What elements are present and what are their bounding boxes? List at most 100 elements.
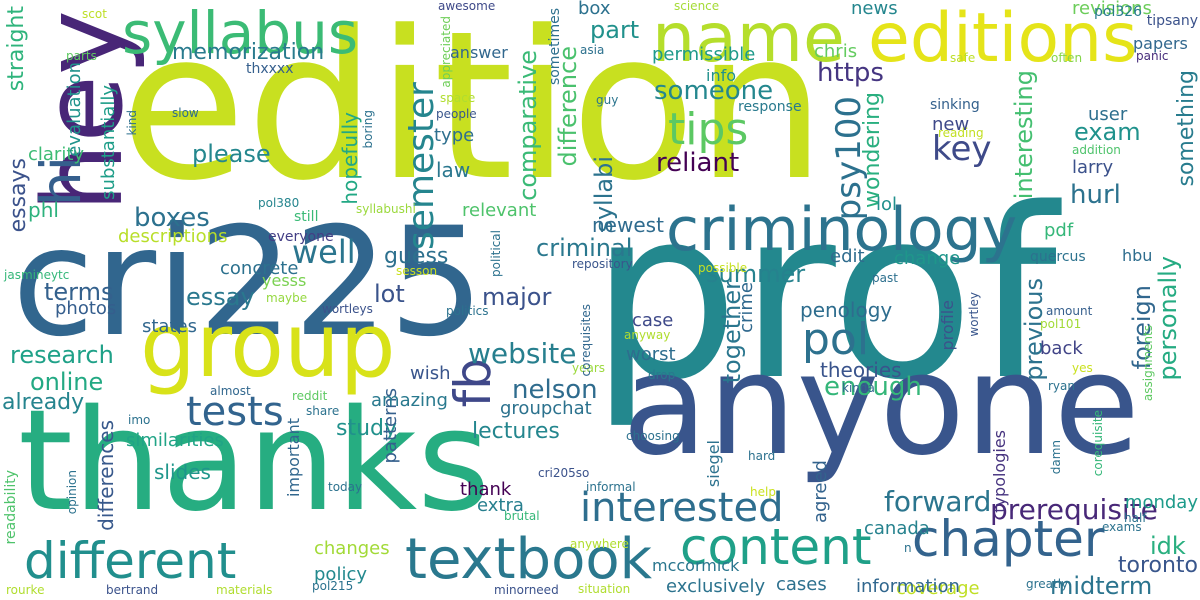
word-amount: amount [1046, 304, 1093, 318]
word-nelson: nelson [512, 375, 598, 405]
word-yesss: yesss [262, 271, 307, 290]
word-past: past [872, 271, 898, 285]
word-enough: enough [824, 372, 922, 402]
word-textbook: textbook [405, 527, 653, 592]
word-exam: exam [1074, 118, 1141, 146]
word-descriptions: descriptions [118, 226, 228, 247]
word-research: research [10, 341, 114, 369]
word-asia: asia [580, 43, 605, 57]
word-wish: wish [410, 363, 451, 384]
word-changes: changes [314, 538, 390, 559]
word-criminology: criminology [666, 195, 1018, 265]
word-almost: almost [210, 384, 251, 398]
word-materials: materials [216, 583, 273, 597]
word-lot: lot [374, 280, 405, 308]
word-hard: hard [748, 449, 776, 463]
word-part: part [590, 16, 640, 44]
word-sometimes: sometimes [547, 8, 563, 86]
word-new: new [932, 114, 970, 135]
word-interesting: interesting [1010, 70, 1038, 200]
word-substantially: substantially [98, 85, 119, 200]
word-edition: edition [120, 0, 826, 226]
word-crime: crime [736, 282, 757, 333]
word-states: states [142, 316, 197, 337]
word-response: response [738, 99, 802, 115]
word-appreciated: appreciated [439, 16, 453, 88]
word-reliant: reliant [656, 148, 740, 178]
word-policy: policy [314, 564, 367, 585]
word-larry: larry [1072, 157, 1114, 178]
word-thanks: thanks [18, 380, 491, 543]
word-case: case [632, 310, 674, 331]
word-maybe: maybe [266, 291, 308, 305]
word-please: please [192, 140, 271, 168]
word-box: box [578, 0, 611, 19]
word-lectures: lectures [472, 419, 560, 444]
word-info: info [706, 66, 737, 85]
word-often: often [1051, 51, 1083, 65]
word-essay: essay [186, 283, 255, 311]
word-slides: slides [154, 460, 211, 484]
word-guy: guy [596, 93, 619, 107]
word-website: website [468, 337, 577, 370]
word-major: major [482, 283, 552, 311]
word-boxes: boxes [134, 203, 210, 233]
word-edit: edit [830, 246, 865, 267]
word-brutal: brutal [504, 509, 540, 523]
word-phl: phl [28, 198, 59, 222]
word-monday: monday [1124, 492, 1198, 513]
word-important: important [284, 418, 303, 498]
word-summer: summer [706, 260, 806, 288]
word-study: study [336, 416, 398, 441]
word-essays: essays [6, 158, 31, 233]
word-extra: extra [477, 495, 524, 516]
word-scot: scot [82, 7, 107, 21]
word-corequisites: corequisites [579, 304, 593, 377]
word-exams: exams [1102, 520, 1142, 534]
word-years: years [572, 361, 606, 375]
word-addition: addition [1072, 143, 1121, 157]
word-kinda: kinda [842, 381, 875, 395]
word-rourke: rourke [6, 583, 45, 597]
word-bertrand: bertrand [106, 583, 159, 597]
word-similarities: similarities [126, 430, 224, 451]
word-penology: penology [800, 298, 893, 322]
word-personally: personally [1154, 256, 1182, 381]
word-differences: differences [94, 420, 118, 531]
word-pol215: pol215 [312, 579, 354, 593]
word-yes: yes [1072, 361, 1093, 375]
word-greatly: greatly [1026, 577, 1069, 591]
word-pol380: pol380 [258, 196, 300, 210]
word-editions: editions [868, 0, 1138, 78]
word-readability: readability [3, 470, 19, 545]
word-slow: slow [172, 106, 199, 120]
word-pol101: pol101 [1040, 317, 1082, 331]
word-corequisite: corequisite [1091, 410, 1105, 477]
word-sesson: sesson [396, 264, 438, 278]
word-news: news [851, 0, 898, 19]
word-prerequisite: prerequisite [990, 493, 1158, 526]
word-reddit: reddit [292, 389, 328, 403]
word-safe: safe [950, 51, 976, 65]
word-tests: tests [186, 389, 284, 435]
word-coverage: coverage [896, 578, 980, 599]
word-memorization: memorization [172, 40, 325, 65]
word-permissible: permissible [652, 44, 756, 65]
word-agreed: agreed [810, 460, 831, 524]
word-cri225: cri225 [12, 196, 485, 370]
word-idk: idk [1150, 532, 1186, 560]
word-midterm: midterm [1050, 572, 1153, 600]
word-toronto: toronto [1117, 553, 1198, 578]
word-change: change [894, 248, 961, 269]
word-exclusively: exclusively [666, 576, 766, 597]
word-people: people [436, 107, 477, 121]
word-n: n [904, 541, 912, 555]
word-newest: newest [592, 213, 664, 237]
word-already: already [2, 390, 85, 415]
word-science: science [674, 0, 720, 13]
word-chapter: chapter [912, 510, 1105, 568]
word-theories: theories [820, 358, 902, 382]
word-minorneed: minorneed [494, 583, 559, 597]
word-worst: worst [626, 344, 676, 365]
